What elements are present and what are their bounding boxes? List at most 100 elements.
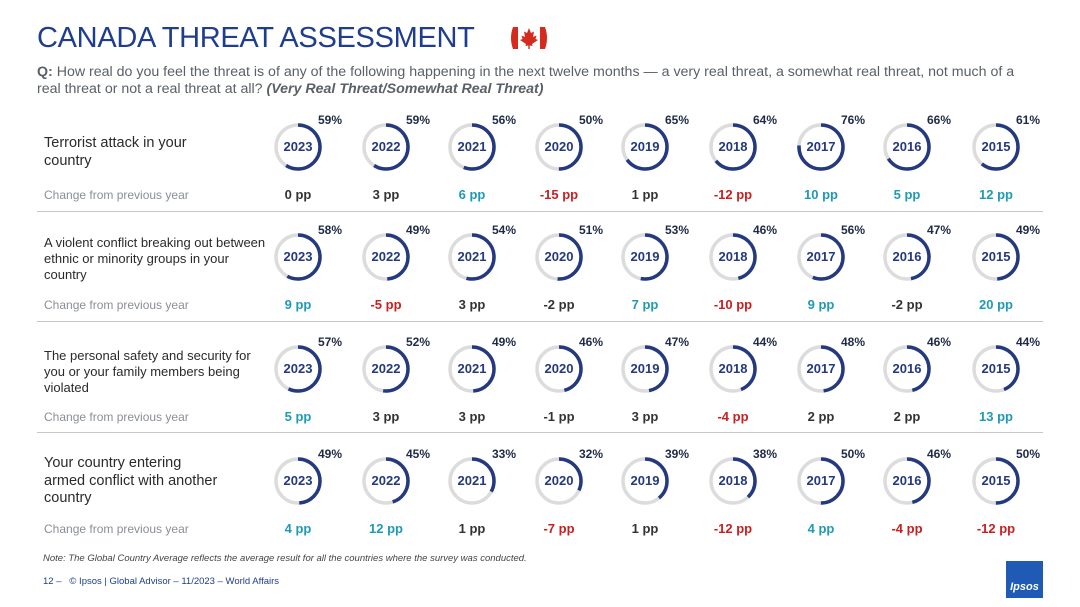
question-text: How real do you feel the threat is of an… (37, 64, 1015, 97)
change-value: 2 pp (807, 409, 835, 424)
donut-svg (972, 345, 1020, 393)
source-text: © Ipsos | Global Advisor – 11/2023 – Wor… (69, 576, 280, 587)
value-label: 46% (753, 223, 778, 237)
donut-svg (709, 345, 757, 393)
value-label: 49% (318, 447, 343, 461)
row-label: The personal safety and security for you… (44, 348, 251, 395)
year-label: 2019 (630, 249, 660, 264)
year-label: 2017 (806, 249, 836, 264)
donut-svg (621, 457, 669, 505)
donut-2015: 2015 (970, 121, 1022, 173)
change-value: 9 pp (807, 297, 835, 312)
year-label: 2016 (892, 139, 922, 154)
year-label: 2022 (371, 361, 401, 376)
change-value: -4 pp (717, 409, 749, 424)
year-label: 2023 (283, 473, 313, 488)
change-value: 10 pp (804, 187, 838, 202)
donut-svg (362, 457, 410, 505)
change-value: -1 pp (543, 409, 575, 424)
value-label: 61% (1016, 113, 1041, 127)
donut-2017: 2017 (795, 455, 847, 507)
year-label: 2021 (457, 249, 487, 264)
value-label: 44% (753, 335, 778, 349)
value-label: 51% (579, 223, 604, 237)
donut-svg (972, 457, 1020, 505)
year-label: 2022 (371, 139, 401, 154)
row-divider (37, 211, 1043, 212)
donut-2022: 2022 (360, 455, 412, 507)
donut-2019: 2019 (619, 343, 671, 395)
change-value: 9 pp (284, 297, 312, 312)
donut-2018: 2018 (707, 455, 759, 507)
ipsos-logo: Ipsos (1006, 561, 1043, 598)
donut-2017: 2017 (795, 343, 847, 395)
donut-2022: 2022 (360, 231, 412, 283)
year-label: 2018 (718, 361, 748, 376)
donut-arc (362, 233, 410, 281)
canada-flag-icon (508, 23, 550, 53)
donut-svg (797, 233, 845, 281)
year-label: 2023 (283, 139, 313, 154)
donut-svg (621, 345, 669, 393)
year-label: 2021 (457, 361, 487, 376)
value-label: 59% (318, 113, 343, 127)
donut-arc (797, 457, 845, 505)
change-value: -4 pp (891, 521, 923, 536)
donut-2015: 2015 (970, 455, 1022, 507)
donut-2019: 2019 (619, 455, 671, 507)
donut-arc (448, 123, 496, 171)
donut-svg (797, 457, 845, 505)
year-label: 2015 (981, 139, 1011, 154)
value-label: 52% (406, 335, 431, 349)
value-label: 56% (841, 223, 866, 237)
value-label: 54% (492, 223, 517, 237)
year-label: 2015 (981, 361, 1011, 376)
donut-arc (797, 123, 845, 171)
donut-2023: 2023 (272, 455, 324, 507)
donut-svg (883, 233, 931, 281)
change-value: 3 pp (631, 409, 659, 424)
row-label: Terrorist attack in your country (44, 135, 187, 169)
year-label: 2020 (544, 249, 574, 264)
year-label: 2023 (283, 249, 313, 264)
change-value: -7 pp (543, 521, 575, 536)
year-label: 2017 (806, 361, 836, 376)
year-label: 2022 (371, 473, 401, 488)
logo-text: Ipsos (1010, 581, 1039, 593)
change-value: 3 pp (372, 409, 400, 424)
donut-arc (709, 457, 757, 505)
donut-arc (883, 345, 931, 393)
change-value: -2 pp (543, 297, 575, 312)
donut-2016: 2016 (881, 231, 933, 283)
donut-2019: 2019 (619, 121, 671, 173)
donut-2023: 2023 (272, 343, 324, 395)
donut-2017: 2017 (795, 121, 847, 173)
question-prefix: Q: (37, 64, 53, 80)
change-value: -15 pp (539, 187, 579, 202)
donut-arc (535, 345, 583, 393)
year-label: 2021 (457, 473, 487, 488)
donut-svg (274, 345, 322, 393)
donut-2018: 2018 (707, 231, 759, 283)
value-label: 76% (841, 113, 866, 127)
donut-svg (274, 233, 322, 281)
value-label: 59% (406, 113, 431, 127)
row-label: Your country entering armed conflict wit… (44, 455, 218, 506)
change-value: -5 pp (370, 297, 402, 312)
donut-2018: 2018 (707, 343, 759, 395)
change-label: Change from previous year (44, 410, 189, 424)
change-value: 1 pp (458, 521, 486, 536)
donut-arc (972, 457, 1020, 505)
donut-2019: 2019 (619, 231, 671, 283)
year-label: 2019 (630, 139, 660, 154)
year-label: 2019 (630, 473, 660, 488)
change-value: -12 pp (713, 187, 753, 202)
change-value: 5 pp (284, 409, 312, 424)
year-label: 2017 (806, 139, 836, 154)
year-label: 2019 (630, 361, 660, 376)
donut-arc (972, 123, 1020, 171)
donut-2021: 2021 (446, 121, 498, 173)
change-value: 4 pp (807, 521, 835, 536)
donut-svg (448, 457, 496, 505)
donut-2021: 2021 (446, 231, 498, 283)
